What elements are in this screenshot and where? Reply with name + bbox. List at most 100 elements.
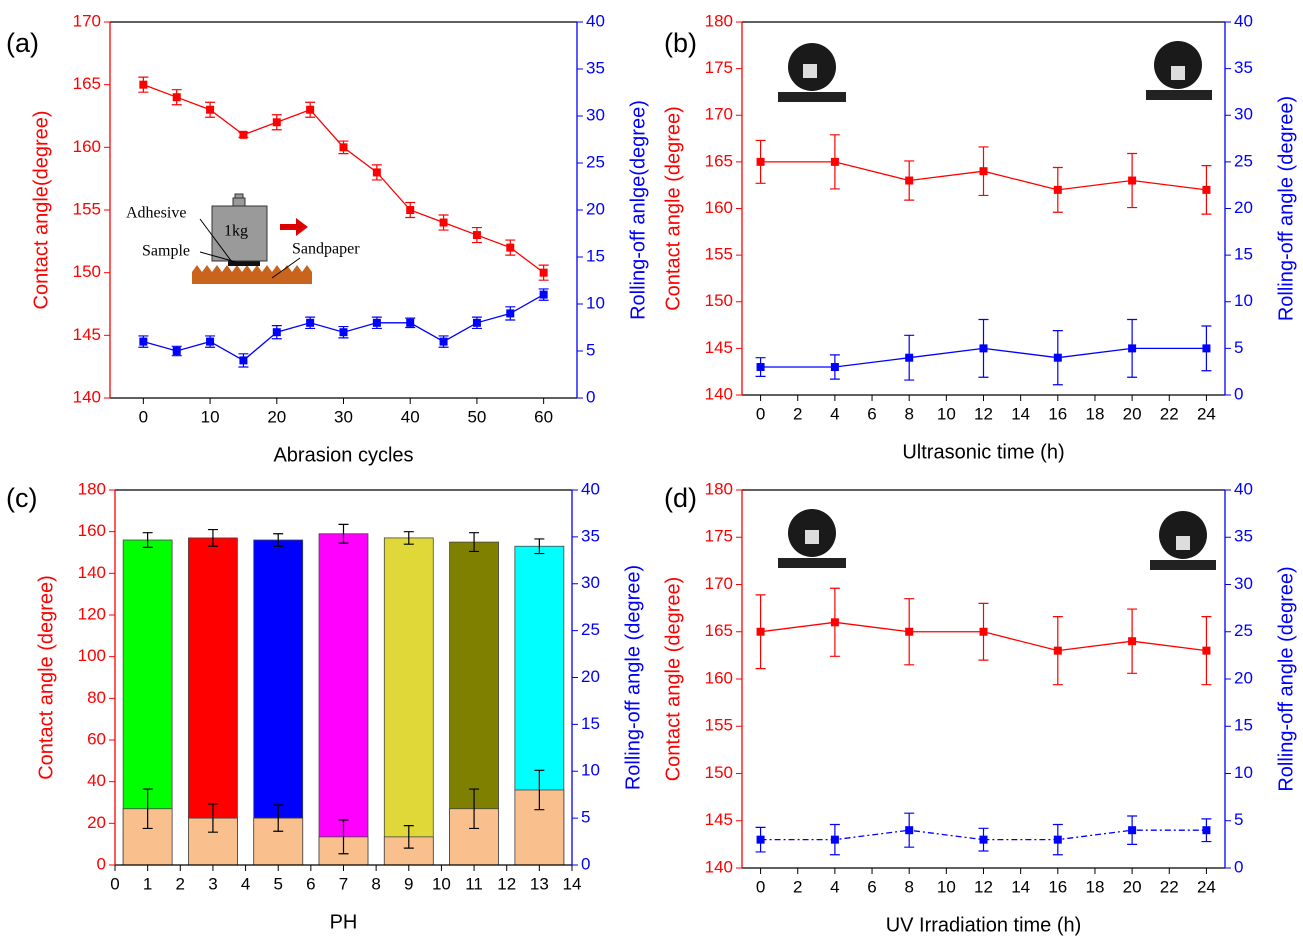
marker	[272, 328, 281, 337]
error-bar	[142, 532, 153, 548]
x-tick-label: 2	[176, 874, 185, 893]
marker	[979, 835, 988, 844]
marker	[239, 130, 248, 139]
y2-tick-label: 0	[1234, 857, 1243, 876]
y-tick-label: 140	[705, 857, 733, 876]
abrasion-inset: Adhesive 1kg Sample Sandpaper	[126, 193, 360, 284]
x-tick-label: 30	[334, 407, 353, 426]
marker	[1202, 646, 1211, 655]
y-tick-label: 40	[87, 771, 106, 790]
y2-tick-label: 15	[581, 714, 600, 733]
marker	[1128, 176, 1137, 185]
y2-tick-label: 25	[581, 620, 600, 639]
y-tick-label: 145	[705, 338, 733, 357]
y2-tick-label: 5	[586, 340, 595, 359]
y2-tick-label: 20	[1234, 668, 1253, 687]
marker	[372, 318, 381, 327]
panel-label: (c)	[6, 483, 37, 513]
x-tick-label: 60	[534, 407, 553, 426]
y2-axis-label: Rolling-off angle (degree)	[622, 565, 644, 790]
y2-tick-label: 40	[1234, 479, 1253, 498]
y2-tick-label: 40	[1234, 11, 1253, 30]
y2-tick-label: 10	[1234, 291, 1253, 310]
panel: 0 1 2 3 4 5 6 7 8 9 10 11 12 13 1402040608010012014016…	[6, 479, 644, 933]
marker	[905, 176, 914, 185]
y2-tick-label: 20	[581, 667, 600, 686]
x-axis-label: Ultrasonic time (h)	[902, 441, 1064, 463]
marker	[756, 627, 765, 636]
panel: 0 10 20 30 40 50 60 140 145 150 155 160 165 170 0 5 10 15…	[6, 11, 649, 466]
x-tick-label: 3	[208, 874, 217, 893]
marker	[1128, 344, 1137, 353]
marker	[1053, 835, 1062, 844]
error-bar	[207, 528, 218, 547]
marker	[756, 363, 765, 372]
annotation: Sample	[142, 243, 190, 260]
marker	[1202, 826, 1211, 835]
y-tick-label: 180	[705, 479, 733, 498]
x-tick-label: 0	[756, 404, 765, 423]
y2-tick-label: 30	[1234, 574, 1253, 593]
error-bar	[273, 804, 284, 832]
x-tick-label: 6	[306, 874, 315, 893]
annotation: Adhesive	[126, 205, 186, 222]
y2-tick-label: 30	[586, 105, 605, 124]
x-tick-label: 2	[793, 877, 802, 896]
y-tick-label: 140	[73, 387, 101, 406]
panel-label: (d)	[664, 483, 697, 513]
y2-tick-label: 30	[581, 573, 600, 592]
marker	[1128, 826, 1137, 835]
x-tick-label: 9	[404, 874, 413, 893]
y2-tick-label: 35	[1234, 58, 1253, 77]
y2-tick-label: 40	[586, 11, 605, 30]
y2-tick-label: 25	[586, 152, 605, 171]
x-tick-label: 4	[241, 874, 250, 893]
panel: 0 2 4 6 8 10 12 14 16 18 20 22 241401451501551601651…	[662, 11, 1297, 463]
marker	[830, 363, 839, 372]
y-tick-label: 150	[73, 262, 101, 281]
y-tick-label: 60	[87, 729, 106, 748]
bar	[383, 537, 434, 866]
marker	[506, 309, 515, 318]
marker	[830, 157, 839, 166]
marker	[506, 243, 515, 252]
y2-tick-label: 25	[1234, 621, 1253, 640]
marker	[206, 105, 215, 114]
x-tick-label: 40	[401, 407, 420, 426]
x-axis-label: UV Irradiation time (h)	[886, 914, 1082, 936]
marker	[139, 80, 148, 89]
y-tick-label: 180	[78, 479, 106, 498]
x-axis-label: PH	[330, 911, 358, 933]
y2-axis-label: Rolling-off anlge(degree)	[627, 100, 649, 320]
marker	[756, 157, 765, 166]
y2-tick-label: 5	[581, 808, 590, 827]
x-tick-label: 6	[867, 404, 876, 423]
y2-tick-label: 20	[586, 199, 605, 218]
marker	[339, 143, 348, 152]
marker	[272, 118, 281, 127]
bar	[318, 533, 369, 866]
x-tick-label: 24	[1197, 877, 1216, 896]
x-tick-label: 12	[497, 874, 516, 893]
x-tick-label: 22	[1160, 404, 1179, 423]
x-tick-label: 20	[267, 407, 286, 426]
y-tick-label: 100	[78, 646, 106, 665]
marker	[905, 826, 914, 835]
y-tick-label: 165	[73, 74, 101, 93]
error-bar	[338, 819, 349, 855]
error-bar	[403, 825, 414, 849]
marker	[439, 218, 448, 227]
x-tick-label: 24	[1197, 404, 1216, 423]
marker	[756, 835, 765, 844]
y2-tick-label: 15	[1234, 716, 1253, 735]
error-bar	[207, 803, 218, 833]
x-tick-label: 0	[110, 874, 119, 893]
y-tick-label: 170	[73, 11, 101, 30]
y-tick-label: 160	[78, 521, 106, 540]
y2-tick-label: 10	[1234, 763, 1253, 782]
x-tick-label: 13	[530, 874, 549, 893]
y-tick-label: 160	[705, 668, 733, 687]
y-axis-label: Contact angle (degree)	[662, 106, 684, 311]
